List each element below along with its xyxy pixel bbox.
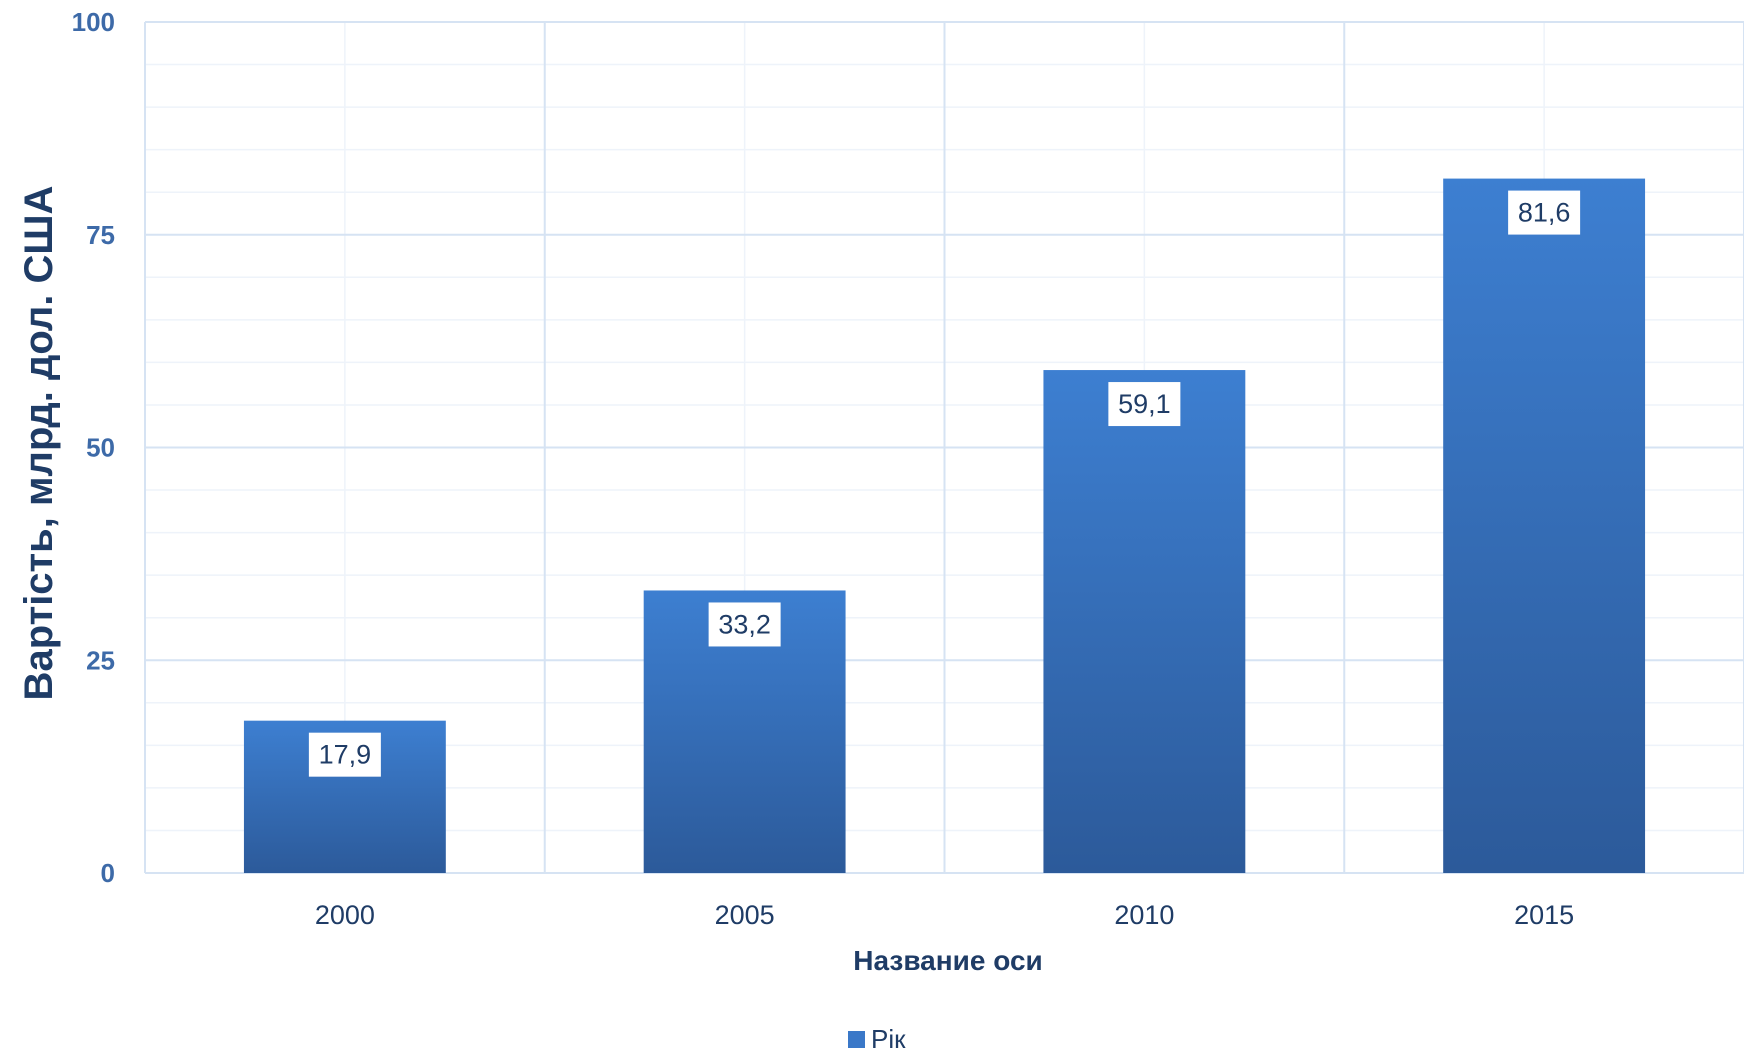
grid: [144, 21, 1744, 874]
legend-label: Рік: [871, 1024, 906, 1053]
x-tick-label: 2010: [1114, 900, 1174, 930]
legend-swatch: [848, 1031, 865, 1048]
y-tick-label: 75: [86, 220, 115, 250]
x-tick-label: 2005: [715, 900, 775, 930]
data-label: 33,2: [718, 609, 771, 639]
data-labels: 17,9 33,2 59,1 81,6: [308, 190, 1581, 777]
y-axis-ticks: 0 25 50 75 100: [72, 7, 115, 888]
x-axis-ticks: 2000 2005 2010 2015: [315, 900, 1574, 930]
y-tick-label: 50: [86, 433, 115, 463]
bar: [1043, 370, 1246, 873]
y-tick-label: 25: [86, 645, 115, 675]
y-tick-label: 100: [72, 7, 115, 37]
legend: Рік: [848, 1024, 906, 1053]
bar: [1443, 178, 1646, 874]
x-tick-label: 2015: [1514, 900, 1574, 930]
data-label: 81,6: [1518, 198, 1571, 228]
data-label: 59,1: [1118, 389, 1171, 419]
data-label-box: [308, 732, 381, 777]
y-axis-title: Вартість, млрд. дол. США: [17, 186, 61, 701]
x-tick-label: 2000: [315, 900, 375, 930]
data-label: 17,9: [319, 740, 372, 770]
data-label-box: [708, 602, 781, 647]
data-label-box: [1508, 190, 1581, 235]
data-label-box: [1108, 382, 1181, 427]
y-tick-label: 0: [101, 858, 115, 888]
x-axis-title: Название оси: [853, 945, 1042, 976]
